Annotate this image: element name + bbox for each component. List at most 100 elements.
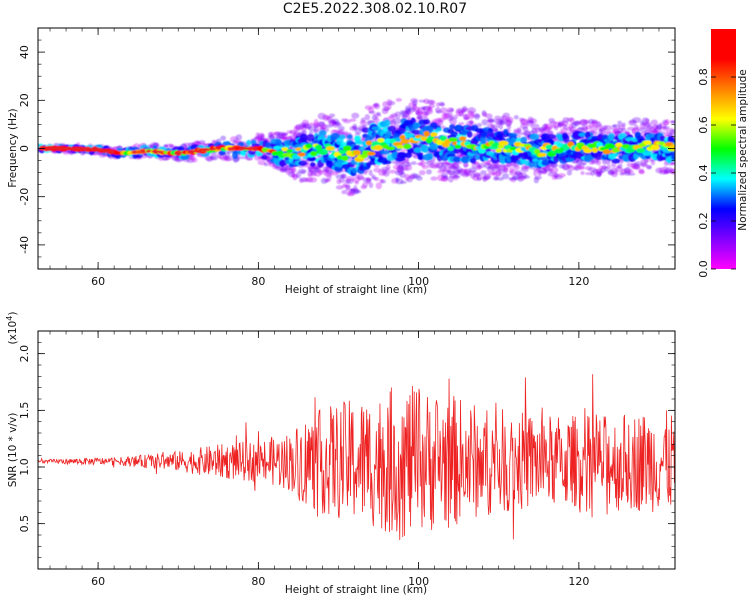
spectrogram-cell (328, 113, 336, 118)
spectrogram-cell (413, 147, 422, 153)
spectrogram-cell (429, 99, 436, 105)
spectrogram-cell (351, 112, 360, 119)
spectrogram-cell (550, 166, 559, 174)
spectrogram-cell (529, 133, 540, 141)
spectrogram-cell (342, 119, 352, 124)
colorbar: 0.0 0.2 0.4 0.6 0.8 Normalized spectral ampl… (697, 29, 749, 278)
spectrogram-cell (646, 164, 653, 170)
spectrogram-cell (190, 150, 197, 153)
spectrogram-cell (453, 156, 462, 163)
spectrogram-cell (493, 175, 499, 181)
spectrogram-cell (583, 148, 593, 154)
spectrogram-cell (387, 100, 396, 106)
spectrogram-cell (617, 120, 622, 125)
spectrogram-cell (325, 146, 336, 151)
spectrogram-cell (659, 135, 666, 141)
spectrogram-cell (481, 119, 488, 126)
spectrogram-cell (349, 118, 357, 122)
spectrogram-cell (635, 147, 646, 153)
spectrogram-cell (621, 122, 626, 127)
spectrogram-cell (356, 140, 363, 145)
spectrogram-cell (230, 147, 236, 150)
spectrogram-cell (353, 189, 362, 194)
spectrogram-cell (368, 110, 376, 115)
spectrogram-cell (540, 156, 547, 162)
spectrogram-cell (364, 114, 371, 121)
spectrogram-cell (341, 190, 348, 195)
spectrogram-cell (475, 174, 484, 181)
x-tick-label: 100 (408, 575, 429, 588)
spectrogram-cell (579, 166, 585, 170)
spectrogram-cell (299, 133, 308, 142)
spectrogram-cell (513, 164, 520, 171)
spectrogram-cell (399, 171, 407, 179)
spectrogram-cell (359, 120, 367, 126)
spectrogram-cell (591, 147, 598, 153)
spectrogram-cell (380, 150, 391, 155)
spectrogram-cell (467, 131, 473, 138)
spectrogram-cell (376, 111, 381, 116)
spectrogram-cell (204, 148, 211, 152)
spectrogram-cell (495, 148, 503, 153)
spectrogram-cell (641, 162, 648, 167)
spectrogram-cell (338, 149, 347, 155)
spectrogram-cell (483, 173, 492, 180)
colorbar-label: Normalized spectral amplitude (737, 69, 749, 230)
spectrogram-cell (454, 144, 462, 149)
spectrogram-cell (220, 135, 227, 141)
spectrogram-cell (537, 152, 547, 157)
spectrogram-cell (394, 137, 402, 142)
spectrogram-cell (632, 117, 642, 123)
spectrogram-cell (398, 152, 408, 159)
spectrogram-cell (430, 176, 438, 181)
x-tick-label: 80 (251, 275, 265, 288)
spectrogram-cell (157, 150, 163, 154)
spectrogram-cell (497, 176, 504, 181)
spectrogram-cell (330, 132, 341, 140)
spectrogram-heatmap (38, 97, 675, 197)
spectrogram-cell (373, 117, 380, 124)
spectrogram-cell (334, 122, 343, 127)
spectrogram-cell (297, 160, 308, 166)
spectrogram-cell (498, 140, 509, 146)
spectrogram-cell (246, 139, 252, 146)
spectrogram-cell (380, 179, 387, 184)
spectrogram-cell (547, 172, 554, 177)
colorbar-ticks: 0.0 0.2 0.4 0.6 0.8 (697, 68, 736, 278)
spectrogram-cell (252, 147, 258, 150)
spectrogram-cell (543, 127, 553, 131)
snr-x-axis-label: Height of straight line (km) (285, 584, 427, 596)
spectrogram-cell (286, 149, 293, 153)
spectrogram-cell (415, 176, 423, 181)
spectrogram-cell (563, 125, 568, 130)
spectrogram-cell (382, 170, 390, 177)
colorbar-tick-label: 0.0 (697, 260, 710, 278)
spectrogram-cell (447, 145, 454, 152)
y-tick-label: 0 (18, 145, 31, 152)
spectrogram-cell (557, 173, 566, 178)
spectrogram-cell (481, 131, 488, 138)
spectrogram-cell (611, 158, 621, 164)
spectrogram-cell (351, 125, 357, 130)
spectrogram-cell (312, 129, 319, 134)
spectrogram-cell (387, 125, 396, 132)
figure-title: C2E5.2022.308.02.10.R07 (282, 1, 468, 17)
spectrogram-cell (469, 119, 474, 125)
spectrogram-cell (131, 150, 138, 154)
spectrogram-cell (354, 135, 362, 142)
snr-panel: 60 80 100 120 0.5 1.0 1.5 2.0 Height of straigh… (5, 312, 676, 596)
spectrogram-cell (464, 116, 471, 120)
spectrogram-cell (602, 149, 612, 155)
spectrogram-panel: 60 80 100 120 -40 -20 0 20 40 Height of straight… (7, 27, 676, 296)
spectrogram-cell (608, 143, 615, 149)
spectrogram-cell (395, 97, 402, 102)
spectrogram-cell (596, 159, 602, 166)
spectrogram-cell (421, 144, 430, 153)
spectrogram-cell (650, 144, 660, 151)
spectrogram-cell (388, 169, 397, 174)
y-tick-label: 1.0 (18, 458, 31, 476)
spectrogram-cell (342, 145, 352, 152)
spectrogram-cell (412, 99, 418, 107)
spectrogram-cell (638, 170, 645, 175)
spectrogram-cell (458, 122, 465, 126)
